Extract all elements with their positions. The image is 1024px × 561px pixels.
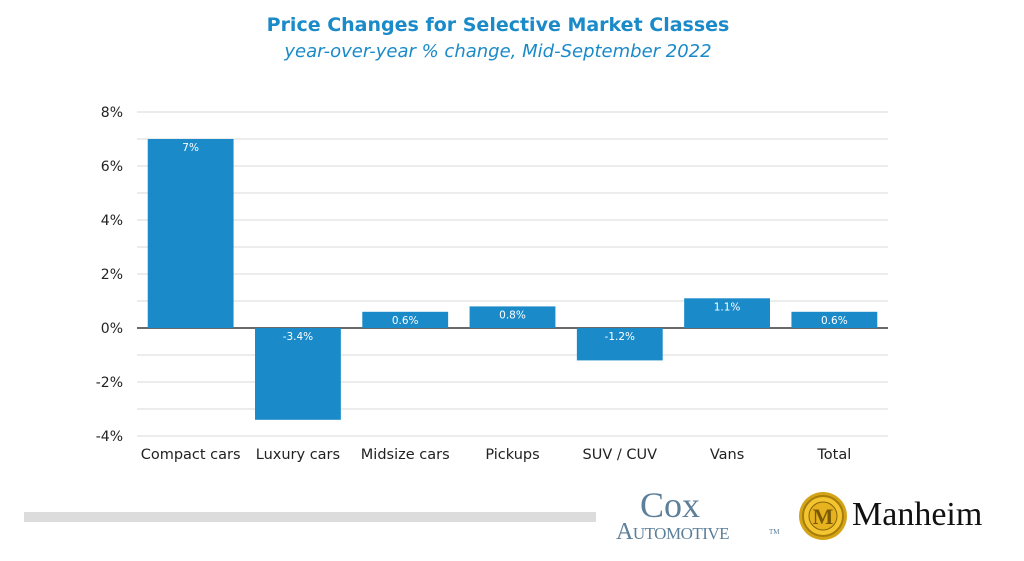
y-tick-label: -4% bbox=[96, 429, 123, 445]
y-tick-label: 0% bbox=[101, 321, 123, 337]
x-tick-label: Luxury cars bbox=[256, 447, 340, 463]
footer-divider bbox=[24, 512, 596, 522]
bar bbox=[469, 306, 556, 328]
data-label: 1.1% bbox=[714, 301, 741, 313]
chart-subtitle: year-over-year % change, Mid-September 2… bbox=[284, 41, 712, 62]
x-tick-label: Pickups bbox=[485, 447, 539, 463]
x-tick-label: Total bbox=[816, 447, 851, 463]
data-label: 0.6% bbox=[392, 315, 419, 327]
bar bbox=[791, 311, 878, 328]
manheim-wordmark: Manheim bbox=[852, 496, 983, 533]
y-tick-label: 6% bbox=[101, 159, 123, 175]
data-label: 0.6% bbox=[821, 315, 848, 327]
y-tick-label: 8% bbox=[101, 105, 123, 121]
y-tick-label: 2% bbox=[101, 267, 123, 283]
cox-automotive-logo: Cox Automotive TM bbox=[612, 486, 782, 546]
svg-text:M: M bbox=[813, 504, 834, 529]
trademark-mark: TM bbox=[769, 528, 780, 536]
y-tick-label: -2% bbox=[96, 375, 123, 391]
x-tick-label: Vans bbox=[710, 447, 744, 463]
data-label: -1.2% bbox=[605, 331, 635, 343]
bar bbox=[362, 311, 449, 328]
bar bbox=[147, 139, 234, 328]
cox-logo-text: Cox bbox=[640, 485, 701, 525]
automotive-logo-text: Automotive bbox=[616, 519, 730, 545]
data-label: -3.4% bbox=[283, 331, 313, 343]
x-tick-label: Midsize cars bbox=[361, 447, 450, 463]
data-label: 0.8% bbox=[499, 309, 526, 321]
manheim-medallion-icon: M bbox=[799, 492, 847, 540]
bar bbox=[255, 328, 341, 420]
bar bbox=[684, 298, 770, 328]
x-tick-label: Compact cars bbox=[141, 447, 241, 463]
bar bbox=[576, 328, 663, 361]
x-tick-label: SUV / CUV bbox=[583, 447, 658, 463]
chart-title: Price Changes for Selective Market Class… bbox=[266, 14, 730, 36]
y-tick-label: 4% bbox=[101, 213, 123, 229]
data-label: 7% bbox=[182, 142, 199, 154]
